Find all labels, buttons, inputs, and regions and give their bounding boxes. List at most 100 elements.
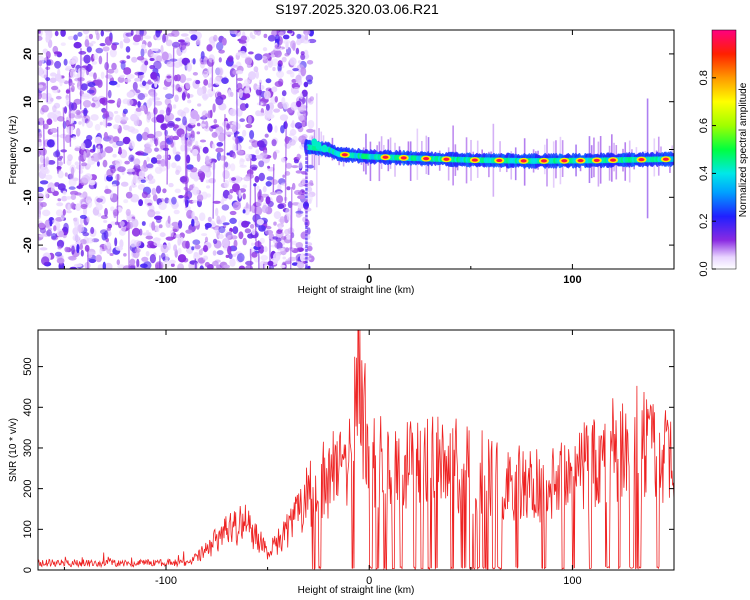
heatmap-noise-blob — [277, 63, 282, 73]
heatmap-noise-blob — [165, 253, 169, 263]
heatmap-noise-blob — [45, 174, 53, 180]
heatmap-noise-blob — [215, 96, 224, 106]
heatmap-noise-blob — [76, 243, 80, 254]
heatmap-noise-blob — [289, 71, 295, 78]
heatmap-noise-blob — [200, 51, 205, 60]
heatmap-noise-blob — [285, 207, 291, 217]
snr-xlabel: Height of straight line (km) — [298, 585, 415, 596]
heatmap-noise-blob — [132, 81, 138, 91]
heatmap-noise-blob — [260, 55, 268, 60]
heatmap-peak-core — [610, 158, 617, 162]
heatmap-noise-blob — [177, 254, 187, 263]
heatmap-noise-blob — [88, 258, 97, 263]
heatmap-noise-blob — [192, 72, 198, 76]
heatmap-noise-blob — [309, 180, 314, 186]
heatmap-noise-blob — [188, 30, 197, 35]
heatmap-noise-blob — [272, 236, 279, 240]
heatmap-noise-blob — [140, 179, 146, 183]
heatmap-noise-blob — [189, 184, 194, 191]
heatmap-noise-blob — [291, 78, 297, 83]
heatmap-noise-blob — [203, 245, 208, 253]
heatmap-noise-blob — [58, 157, 62, 161]
heatmap-noise-blob — [214, 76, 222, 86]
heatmap-noise-blob — [98, 55, 103, 65]
heatmap-noise-blob — [151, 187, 157, 196]
heatmap-noise-blob — [104, 30, 112, 33]
heatmap-noise-blob — [260, 138, 268, 148]
heatmap-noise-blob — [202, 255, 209, 261]
heatmap-noise-blob — [198, 249, 203, 256]
heatmap-noise-blob — [296, 100, 302, 108]
heatmap-noise-blob — [153, 76, 158, 82]
heatmap-noise-blob — [103, 242, 108, 250]
heatmap-noise-blob — [49, 77, 57, 83]
heatmap-noise-blob — [134, 77, 141, 82]
heatmap-noise-blob — [273, 221, 277, 226]
heatmap-noise-blob — [110, 166, 116, 174]
heatmap-noise-blob — [141, 131, 149, 141]
heatmap-noise-blob — [171, 30, 180, 37]
heatmap-noise-blob — [236, 70, 244, 75]
heatmap-noise-blob — [168, 182, 174, 188]
heatmap-noise-blob — [213, 34, 218, 42]
heatmap-noise-blob — [270, 179, 279, 185]
heatmap-noise-blob — [154, 80, 158, 88]
heatmap-transition — [305, 203, 308, 207]
heatmap-peak-core — [496, 158, 503, 163]
heatmap-noise-blob — [256, 30, 262, 36]
heatmap-noise-blob — [177, 195, 184, 199]
heatmap-noise-blob — [72, 227, 79, 236]
heatmap-noise-blob — [242, 129, 247, 137]
heatmap-noise-blob — [38, 60, 43, 67]
heatmap-noise-blob — [123, 199, 129, 204]
heatmap-noise-blob — [54, 30, 59, 37]
heatmap-noise-blob — [60, 30, 66, 37]
heatmap-noise-blob — [130, 196, 137, 203]
heatmap-noise-blob — [229, 217, 237, 224]
heatmap-noise-blob — [90, 114, 99, 121]
heatmap-noise-blob — [171, 41, 181, 48]
heatmap-noise-blob — [133, 158, 141, 166]
heatmap-noise-blob — [306, 128, 315, 133]
colorbar-label: Normalized spectral amplitude — [738, 82, 749, 217]
heatmap-noise-blob — [265, 196, 271, 205]
heatmap-noise-blob — [149, 112, 155, 118]
heatmap-noise-blob — [53, 51, 62, 55]
heatmap-noise-blob — [109, 253, 114, 256]
heatmap-noise-blob — [151, 48, 159, 52]
heatmap-noise-blob — [52, 105, 57, 113]
heatmap-noise-blob — [180, 134, 186, 141]
heatmap-noise-blob — [62, 190, 67, 195]
heatmap-noise-blob — [104, 207, 108, 217]
heatmap-noise-blob — [147, 41, 152, 48]
spectrogram-heatmap — [38, 30, 674, 269]
heatmap-noise-blob — [192, 199, 199, 204]
heatmap-noise-blob — [119, 221, 125, 227]
heatmap-noise-blob — [125, 191, 133, 199]
heatmap-noise-blob — [291, 182, 296, 191]
heatmap-transition — [305, 172, 308, 176]
heatmap-noise-streak — [254, 183, 257, 242]
heatmap-noise-blob — [240, 35, 247, 42]
heatmap-noise-blob — [99, 43, 106, 47]
heatmap-noise-blob — [60, 42, 66, 46]
heatmap-noise-blob — [122, 108, 128, 115]
heatmap-noise-blob — [177, 87, 182, 93]
heatmap-noise-blob — [135, 89, 141, 94]
heatmap-noise-blob — [156, 218, 162, 224]
heatmap-noise-blob — [141, 256, 149, 262]
heatmap-noise-blob — [221, 77, 229, 84]
heatmap-noise-blob — [136, 133, 143, 142]
heatmap-transition — [305, 237, 308, 241]
heatmap-noise-blob — [44, 190, 49, 199]
heatmap-noise-blob — [208, 54, 215, 63]
heatmap-noise-blob — [38, 92, 42, 100]
heatmap-noise-blob — [248, 51, 254, 55]
heatmap-noise-blob — [120, 116, 129, 122]
heatmap-noise-blob — [126, 55, 131, 59]
heatmap-noise-blob — [255, 70, 259, 79]
heatmap-noise-blob — [102, 159, 108, 168]
heatmap-noise-blob — [140, 105, 147, 112]
heatmap-noise-blob — [253, 66, 259, 73]
